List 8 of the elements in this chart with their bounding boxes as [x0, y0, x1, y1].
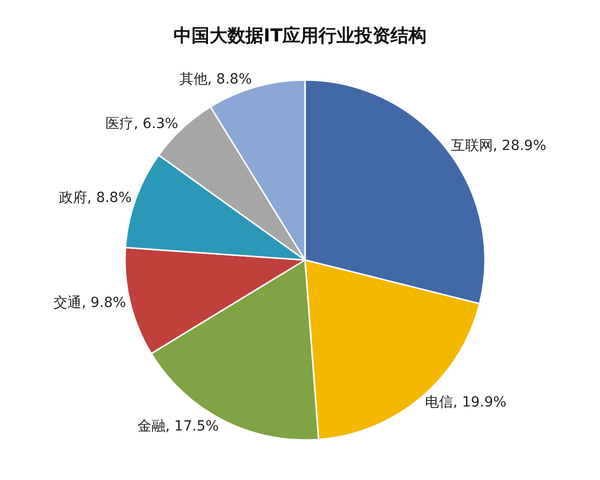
slice-label: 电信, 19.9% [425, 394, 506, 410]
chart-title: 中国大数据IT应用行业投资结构 [174, 25, 426, 46]
slice-label: 金融, 17.5% [137, 418, 219, 434]
slice-label: 交通, 9.8% [54, 295, 126, 312]
slice-label: 其他, 8.8% [179, 71, 252, 88]
slice-label: 医疗, 6.3% [106, 116, 178, 132]
slice-label: 政府, 8.8% [59, 190, 132, 206]
slice-label: 互联网, 28.9% [450, 138, 546, 154]
